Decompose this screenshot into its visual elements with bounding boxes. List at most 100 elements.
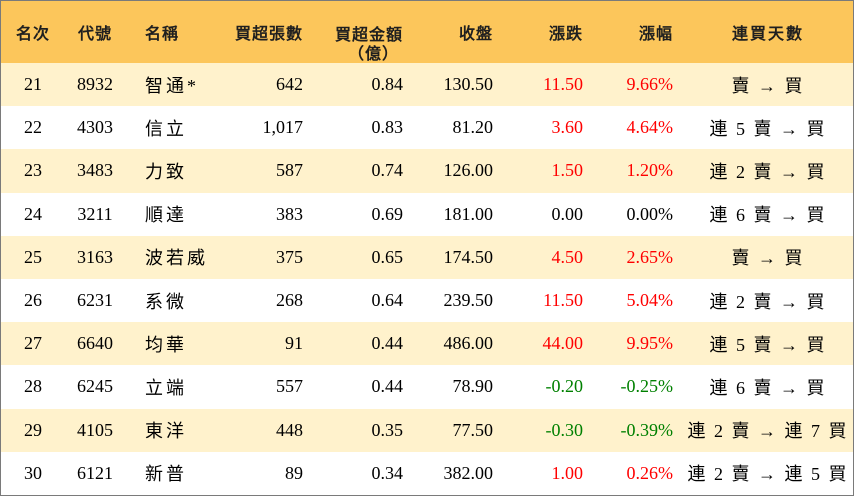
- cell-name: 新普: [145, 464, 187, 485]
- cell-rank: 28: [24, 376, 42, 397]
- cell-amount: 0.83: [371, 117, 404, 138]
- cell-change: 44.00: [542, 333, 584, 354]
- cell-code: 6640: [77, 333, 113, 354]
- cell-days: 連 2 賣 → 買: [709, 161, 827, 182]
- cell-amount: 0.84: [371, 74, 404, 95]
- cell-pct: 0.00%: [626, 203, 674, 224]
- cell-volume: 1,017: [262, 117, 304, 138]
- cell-close: 239.50: [443, 290, 494, 311]
- cell-rank: 25: [24, 246, 42, 267]
- cell-change: 3.60: [551, 117, 584, 138]
- cell-pct: 9.95%: [626, 333, 674, 354]
- cell-pct: 2.65%: [626, 246, 674, 267]
- cell-pct: -0.25%: [620, 376, 674, 397]
- header-name: 名稱: [145, 24, 180, 43]
- cell-change: 4.50: [551, 246, 584, 267]
- cell-close: 126.00: [443, 160, 494, 181]
- cell-days: 連 5 賣 → 買: [709, 334, 827, 355]
- cell-code: 4105: [77, 419, 113, 440]
- cell-name: 東洋: [145, 421, 187, 442]
- cell-pct: 1.20%: [626, 160, 674, 181]
- header-close: 收盤: [458, 24, 493, 43]
- table-row: 26 6231 系微 268 0.64 239.50 11.50 5.04% 連 2 賣 → 買: [1, 279, 853, 323]
- header-amount: 買超金額 （億）: [313, 1, 403, 63]
- cell-amount: 0.74: [371, 160, 404, 181]
- cell-change: 11.50: [543, 290, 583, 311]
- cell-close: 174.50: [443, 246, 494, 267]
- header-rank: 名次: [15, 24, 50, 43]
- cell-rank: 23: [24, 160, 42, 181]
- table-row: 25 3163 波若威 375 0.65 174.50 4.50 2.65% 賣 → 買: [1, 235, 853, 279]
- cell-amount: 0.64: [371, 290, 404, 311]
- cell-amount: 0.69: [371, 203, 404, 224]
- header-volume: 買超張數: [234, 24, 303, 43]
- cell-name: 智通*: [145, 75, 199, 96]
- cell-close: 78.90: [452, 376, 494, 397]
- cell-volume: 642: [276, 74, 303, 95]
- table-row: 24 3211 順達 383 0.69 181.00 0.00 0.00% 連 6 賣 → 買: [1, 192, 853, 236]
- table-row: 30 6121 新普 89 0.34 382.00 1.00 0.26% 連 2 賣 → 連 5…: [1, 451, 853, 495]
- table-row: 29 4105 東洋 448 0.35 77.50 -0.30 -0.39% 連 2 賣 → 連…: [1, 408, 853, 452]
- cell-days: 賣 → 買: [731, 75, 805, 96]
- header-days: 連買天數: [731, 24, 804, 43]
- cell-code: 3163: [77, 246, 113, 267]
- header-amount-line1: 買超金額: [334, 25, 403, 44]
- cell-code: 6245: [77, 376, 113, 397]
- cell-change: 1.00: [551, 462, 584, 483]
- cell-close: 181.00: [443, 203, 494, 224]
- cell-name: 波若威: [145, 248, 208, 269]
- cell-days: 連 6 賣 → 買: [709, 377, 827, 398]
- cell-rank: 22: [24, 117, 42, 138]
- cell-code: 6121: [77, 462, 113, 483]
- cell-days: 連 2 賣 → 買: [709, 291, 827, 312]
- cell-name: 均華: [145, 334, 187, 355]
- cell-volume: 375: [276, 246, 303, 267]
- cell-name: 力致: [145, 161, 187, 182]
- cell-code: 8932: [77, 74, 113, 95]
- cell-volume: 448: [276, 419, 303, 440]
- table-row: 23 3483 力致 587 0.74 126.00 1.50 1.20% 連 2 賣 → 買: [1, 149, 853, 193]
- cell-volume: 587: [276, 160, 303, 181]
- header-change: 漲跌: [548, 24, 583, 43]
- cell-change: -0.30: [545, 419, 584, 440]
- cell-amount: 0.44: [371, 376, 404, 397]
- cell-name: 系微: [145, 291, 187, 312]
- cell-rank: 29: [24, 419, 42, 440]
- cell-volume: 91: [285, 333, 303, 354]
- cell-name: 信立: [145, 118, 187, 139]
- table-header: 名次 代號 名稱 買超張數 買超金額 （億） 收盤 漲跌 漲幅 連買天數: [1, 1, 853, 63]
- cell-days: 連 2 賣 → 連 7 買: [687, 421, 849, 442]
- header-amount-line2: （億）: [347, 44, 399, 63]
- cell-amount: 0.65: [371, 246, 404, 267]
- cell-amount: 0.34: [371, 462, 404, 483]
- table-row: 22 4303 信立 1,017 0.83 81.20 3.60 4.64% 連 5 賣 → 買: [1, 106, 853, 150]
- cell-days: 連 2 賣 → 連 5 買: [687, 464, 849, 485]
- cell-rank: 24: [24, 203, 42, 224]
- cell-pct: 4.64%: [626, 117, 674, 138]
- table-row: 21 8932 智通* 642 0.84 130.50 11.50 9.66% 賣 → 買: [1, 63, 853, 107]
- cell-code: 3211: [77, 203, 113, 224]
- cell-amount: 0.35: [371, 419, 404, 440]
- cell-rank: 30: [24, 462, 42, 483]
- cell-volume: 383: [276, 203, 303, 224]
- cell-close: 382.00: [443, 462, 494, 483]
- cell-close: 81.20: [452, 117, 494, 138]
- cell-days: 連 5 賣 → 買: [709, 118, 827, 139]
- cell-volume: 89: [285, 462, 303, 483]
- cell-pct: 0.26%: [626, 462, 674, 483]
- cell-change: 1.50: [551, 160, 584, 181]
- cell-name: 立端: [145, 377, 187, 398]
- cell-rank: 26: [24, 290, 42, 311]
- cell-pct: 5.04%: [626, 290, 674, 311]
- cell-name: 順達: [145, 205, 187, 226]
- cell-code: 3483: [77, 160, 113, 181]
- cell-pct: -0.39%: [620, 419, 674, 440]
- cell-rank: 21: [24, 74, 42, 95]
- header-pct: 漲幅: [638, 24, 673, 43]
- cell-days: 連 6 賣 → 買: [709, 205, 827, 226]
- cell-volume: 557: [276, 376, 303, 397]
- cell-code: 4303: [77, 117, 113, 138]
- cell-volume: 268: [276, 290, 303, 311]
- cell-change: 0.00: [551, 203, 584, 224]
- cell-close: 130.50: [443, 74, 494, 95]
